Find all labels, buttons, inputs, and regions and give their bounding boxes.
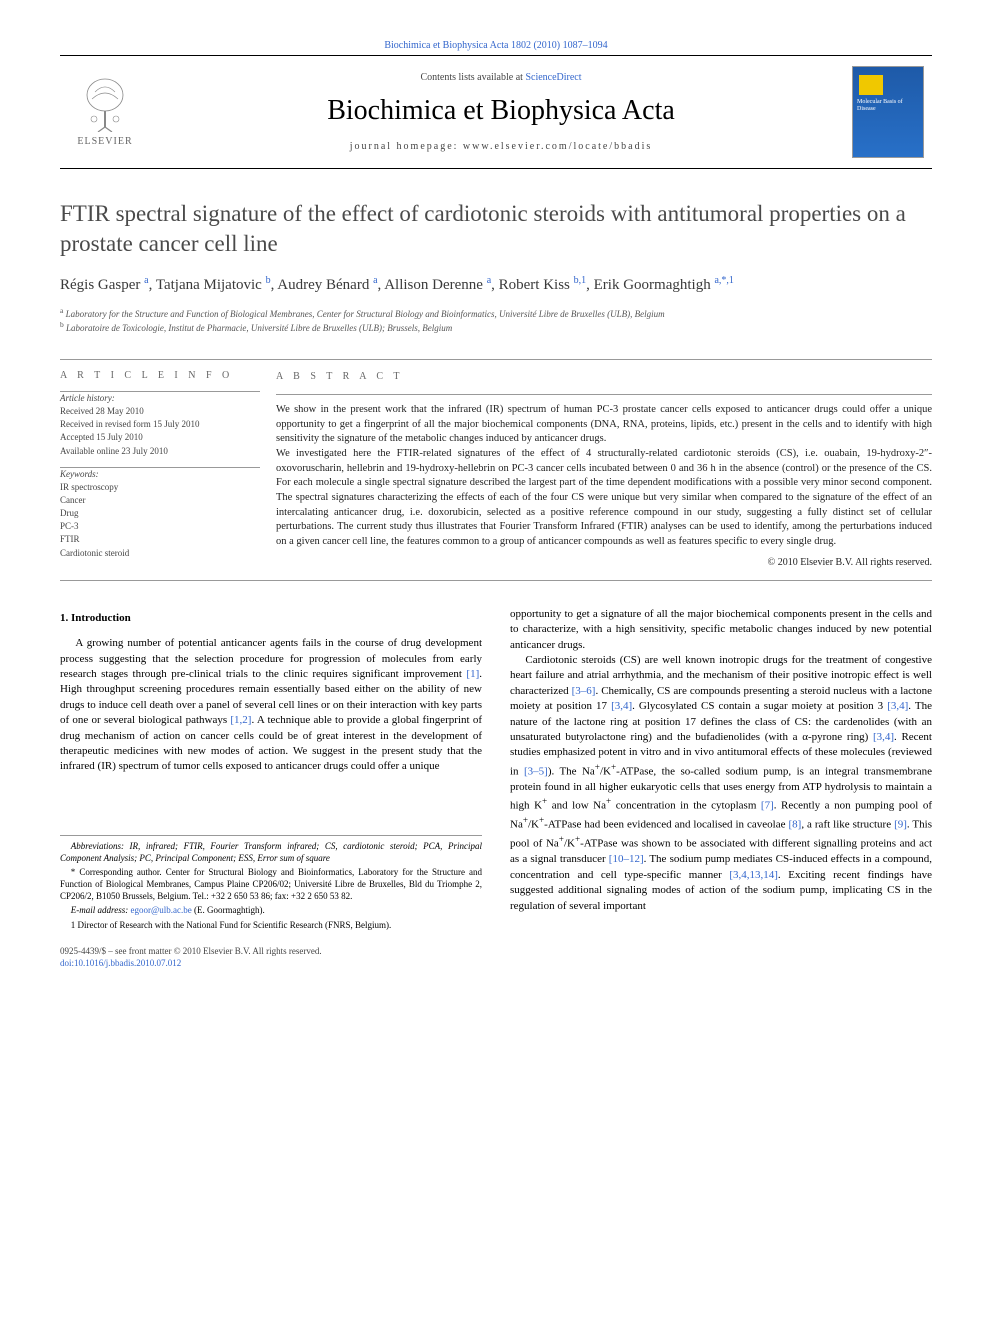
- footnotes-block: Abbreviations: IR, infrared; FTIR, Fouri…: [60, 835, 482, 931]
- intro-p1-cont: opportunity to get a signature of all th…: [510, 607, 932, 653]
- article-history-head: Article history:: [60, 392, 260, 404]
- contents-lists-line: Contents lists available at ScienceDirec…: [150, 72, 852, 83]
- journal-cover-thumbnail: Molecular Basis of Disease: [852, 66, 924, 158]
- keyword-item: IR spectroscopy: [60, 481, 260, 493]
- footnote-director: 1 Director of Research with the National…: [60, 919, 482, 931]
- front-matter-line: 0925-4439/$ – see front matter © 2010 El…: [60, 945, 482, 958]
- history-received: Received 28 May 2010: [60, 405, 260, 417]
- keyword-item: FTIR: [60, 533, 260, 545]
- history-online: Available online 23 July 2010: [60, 445, 260, 457]
- affiliations: a Laboratory for the Structure and Funct…: [60, 306, 932, 335]
- abstract-column: A B S T R A C T We show in the present w…: [276, 360, 932, 580]
- sciencedirect-link[interactable]: ScienceDirect: [525, 72, 581, 83]
- footnote-abbrev: Abbreviations: IR, infrared; FTIR, Fouri…: [60, 840, 482, 864]
- email-author-name: (E. Goormaghtigh).: [194, 905, 265, 915]
- affiliation-b: Laboratoire de Toxicologie, Institut de …: [66, 323, 452, 333]
- contents-lists-text: Contents lists available at: [420, 72, 525, 83]
- journal-homepage: journal homepage: www.elsevier.com/locat…: [150, 141, 852, 152]
- keyword-item: PC-3: [60, 520, 260, 532]
- footnote-corresponding: * Corresponding author. Center for Struc…: [60, 866, 482, 902]
- cover-text: Molecular Basis of Disease: [857, 99, 919, 112]
- running-header-link[interactable]: Biochimica et Biophysica Acta 1802 (2010…: [384, 40, 607, 51]
- corresponding-email-link[interactable]: egoor@ulb.ac.be: [130, 905, 191, 915]
- footnote-abbrev-text: Abbreviations: IR, infrared; FTIR, Fouri…: [60, 841, 482, 863]
- keyword-item: Cancer: [60, 494, 260, 506]
- history-accepted: Accepted 15 July 2010: [60, 431, 260, 443]
- article-title: FTIR spectral signature of the effect of…: [60, 199, 932, 259]
- abstract-heading: A B S T R A C T: [276, 370, 932, 384]
- intro-p2: Cardiotonic steroids (CS) are well known…: [510, 653, 932, 914]
- footnote-email: E-mail address: egoor@ulb.ac.be (E. Goor…: [60, 904, 482, 916]
- abstract-p2: We investigated here the FTIR-related si…: [276, 447, 932, 550]
- keywords-head: Keywords:: [60, 468, 260, 480]
- masthead: ELSEVIER Contents lists available at Sci…: [60, 55, 932, 169]
- copyright: © 2010 Elsevier B.V. All rights reserved…: [276, 556, 932, 570]
- section-1-heading: 1. Introduction: [60, 611, 482, 626]
- email-label: E-mail address:: [71, 905, 128, 915]
- article-info-column: A R T I C L E I N F O Article history: R…: [60, 360, 276, 580]
- running-header: Biochimica et Biophysica Acta 1802 (2010…: [60, 40, 932, 51]
- publisher-block: ELSEVIER: [60, 77, 150, 147]
- history-revised: Received in revised form 15 July 2010: [60, 418, 260, 430]
- doi-link[interactable]: doi:10.1016/j.bbadis.2010.07.012: [60, 958, 181, 968]
- abstract-p1: We show in the present work that the inf…: [276, 403, 932, 447]
- article-info-heading: A R T I C L E I N F O: [60, 370, 260, 381]
- journal-title: Biochimica et Biophysica Acta: [150, 95, 852, 127]
- keyword-item: Drug: [60, 507, 260, 519]
- keyword-item: Cardiotonic steroid: [60, 547, 260, 559]
- intro-p1: A growing number of potential anticancer…: [60, 636, 482, 775]
- affiliation-a: Laboratory for the Structure and Functio…: [66, 309, 665, 319]
- body-column-right: opportunity to get a signature of all th…: [510, 607, 932, 970]
- body-column-left: 1. Introduction A growing number of pote…: [60, 607, 482, 970]
- elsevier-tree-icon: [80, 77, 130, 132]
- authors-list: Régis Gasper a, Tatjana Mijatovic b, Aud…: [60, 275, 932, 294]
- publisher-name: ELSEVIER: [77, 136, 132, 147]
